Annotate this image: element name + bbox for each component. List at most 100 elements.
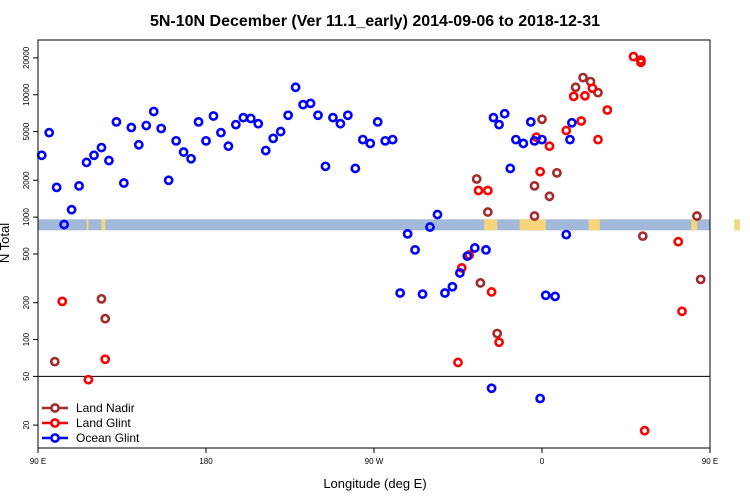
land-nadir-point [537,114,547,125]
ocean-glint-point [525,116,536,127]
land-glint-point [100,354,111,365]
x-tick-label: 90 E [702,457,718,466]
land-glint-point [535,166,546,177]
plot-frame [37,39,711,449]
land-glint-point [568,91,579,102]
ocean-glint-point [238,112,249,123]
land-glint-point [602,105,613,115]
ocean-glint-point [66,204,77,215]
x-tick-label: 90 E [30,457,46,466]
land-nadir-point [492,328,503,339]
y-tick-label: 50 [22,371,31,380]
ocean-glint-point [440,288,450,298]
land-nadir-point [552,167,562,178]
ocean-glint-point [380,135,391,146]
land-glint-point [494,337,504,348]
ocean-glint-point [365,138,376,149]
y-axis: 20 50 100 200 500 1000 2000 5000 10000 20000 [22,46,38,430]
ocean-glint-point [566,117,577,128]
y-tick-label: 100 [22,332,31,346]
ocean-glint-point [275,126,286,137]
land-nadir-point [695,274,706,285]
land-glint-point [580,90,590,101]
land-nadir-point [96,293,107,304]
ocean-glint-point [260,145,271,156]
legend-marker-ocean-glint [50,433,60,443]
ocean-glint-point [432,209,443,220]
y-tick-label: 2000 [22,171,31,189]
ocean-glint-point [328,112,338,123]
ocean-glint-point [51,182,62,193]
x-axis-label: Longitude (deg E) [323,476,426,491]
land-glint-point [486,287,497,297]
ocean-glint-point [447,281,458,292]
land-glint-point [636,57,646,68]
ocean-glint-point [518,138,529,149]
ocean-glint-point [454,268,465,278]
land-glint-point [677,306,687,317]
land-segment [101,219,106,231]
y-tick-label: 200 [22,295,31,309]
ocean-glint-point [126,122,137,133]
ocean-glint-point [193,116,204,127]
ocean-glint-point [469,243,480,253]
ocean-glint-point [216,127,226,138]
ocean-glint-point [425,222,435,232]
land-segment [588,219,600,231]
ocean-glint-point [535,393,546,404]
ocean-glint-point [488,112,499,123]
land-segment [484,219,498,231]
ocean-glint-point [510,134,521,145]
land-glint-point [473,185,484,196]
land-glint-point [587,83,598,94]
land-glint-point [83,374,94,385]
ocean-glint-point [494,119,504,130]
ocean-glint-point [208,111,219,121]
ocean-glint-point [350,163,361,174]
ocean-glint-point [96,142,107,153]
ocean-glint-point [540,290,551,301]
land-glint-point [576,116,587,126]
ocean-glint-point [74,180,84,191]
ocean-glint-point [118,178,129,188]
ocean-glint-point [104,155,114,166]
land-glint-point [482,185,493,196]
y-tick-label: 5000 [22,122,31,140]
ocean-glint-point [245,113,256,124]
y-tick-label: 20000 [22,46,31,69]
land-segment [519,219,546,231]
land-segment [86,219,89,231]
ocean-glint-point [537,134,547,145]
land-nadir-point [637,231,648,241]
x-tick-label: 90 W [365,457,384,466]
ocean-glint-point [59,219,70,230]
ocean-glint-point [298,99,308,110]
land-nadir-point [100,313,111,324]
land-nadir-point [471,174,482,184]
land-nadir-point [544,191,555,202]
ocean-glint-point [357,134,368,145]
land-glint-point [453,357,463,368]
legend-label-ocean-glint: Ocean Glint [76,431,140,445]
ocean-glint-point [561,229,572,240]
ocean-glint-point [417,289,428,300]
land-segment [691,219,697,231]
x-axis: 90 E 180 90 W 0 90 E [30,448,718,466]
ocean-glint-point [402,228,413,239]
ocean-glint-point [486,383,497,394]
legend-label-land-glint: Land Glint [76,416,131,430]
ocean-glint-point [156,123,167,134]
ocean-glint-point [550,291,560,302]
x-tick-label: 180 [199,457,213,466]
land-glint-point [544,141,555,152]
ocean-glint-point [410,244,420,255]
ocean-glint-point [36,150,47,161]
ocean-glint-point [141,120,152,131]
ocean-glint-point [505,163,516,174]
ocean-glint-point [201,135,211,146]
land-glint-point [628,51,639,62]
ocean-glint-point [372,116,383,127]
land-nadir-point [475,278,486,288]
